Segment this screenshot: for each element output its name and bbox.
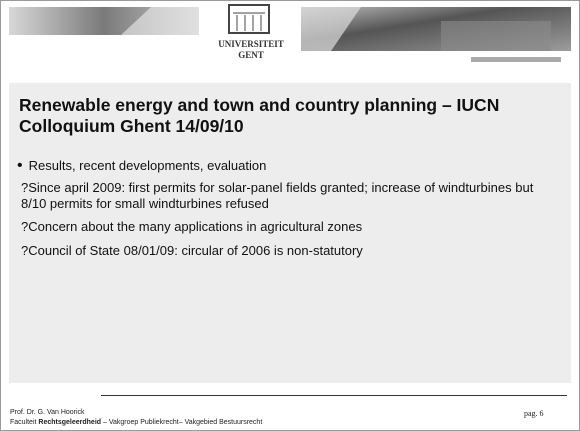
header-banner: UNIVERSITEIT GENT	[1, 1, 579, 77]
content-area: Renewable energy and town and country pl…	[9, 83, 571, 383]
sub-item: ?Concern about the many applications in …	[21, 219, 561, 235]
footer-text: – Vakgroep Publiekrecht– Vakgebied Bestu…	[101, 419, 262, 426]
page: {"header": {"logo_line1": "UNIVERSITEIT"…	[0, 0, 580, 431]
banner-caption	[471, 57, 561, 62]
footer-rule	[101, 395, 567, 396]
slide-title: Renewable energy and town and country pl…	[19, 95, 564, 137]
footer-author: Prof. Dr. G. Van Hoorick	[10, 409, 85, 416]
logo-text: UNIVERSITEIT	[218, 39, 284, 49]
footer-faculty: Faculteit Rechtsgeleerdheid – Vakgroep P…	[10, 419, 262, 426]
sub-item: ?Since april 2009: first permits for sol…	[21, 180, 561, 212]
footer-text: Faculteit	[10, 419, 38, 426]
logo-text: GENT	[238, 50, 264, 60]
page-number: pag. 6	[524, 409, 544, 418]
footer-text: Rechtsgeleerdheid	[38, 419, 101, 426]
slide: UNIVERSITEIT GENT Renewable energy and t…	[0, 0, 580, 431]
bullet-item: Results, recent developments, evaluation	[17, 157, 266, 175]
sub-item: ?Council of State 08/01/09: circular of …	[21, 243, 561, 259]
